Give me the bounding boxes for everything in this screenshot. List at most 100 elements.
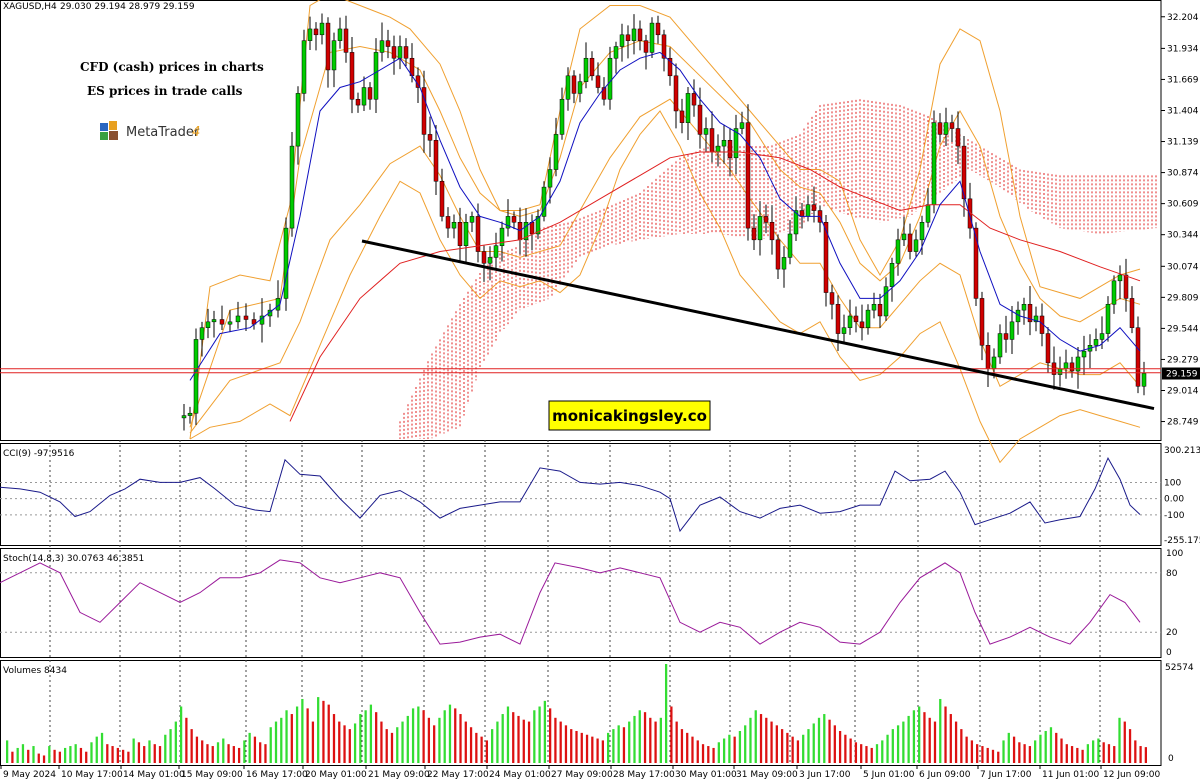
volume-bar: [148, 740, 151, 763]
volume-bar: [754, 710, 757, 763]
volume-bar: [153, 744, 156, 763]
volume-bar: [438, 717, 441, 763]
candle-bear: [589, 57, 595, 77]
volume-bar: [986, 747, 989, 763]
volume-bar: [585, 734, 589, 763]
candle-bear: [343, 28, 349, 53]
volume-bar: [491, 729, 494, 763]
candle-bull: [493, 245, 499, 258]
candle-bull: [1033, 315, 1039, 323]
candle-bear: [1003, 333, 1009, 340]
volume-bar: [944, 706, 947, 763]
volume-bar: [422, 710, 425, 763]
x-tick-label: 12 Jun 09:00: [1103, 770, 1160, 780]
volume-bar: [90, 742, 93, 763]
volume-bar: [701, 744, 705, 763]
volume-bar: [95, 736, 98, 763]
volume-bar: [923, 712, 926, 763]
volume-bar: [1144, 747, 1147, 763]
candle-bear: [823, 222, 829, 293]
x-tick-label: 16 May 17:00: [246, 770, 308, 780]
volume-bar: [201, 740, 204, 763]
volume-bar: [686, 732, 689, 763]
x-tick-label: 10 May 17:00: [61, 770, 123, 780]
volume-bar: [74, 744, 77, 763]
volume-bar: [575, 730, 578, 763]
volume-bar: [770, 721, 773, 763]
volume-bar: [443, 710, 446, 763]
volume-bar: [1076, 747, 1079, 763]
candle-bull: [361, 87, 367, 106]
candle-bear: [973, 227, 979, 299]
stoch-tick-label: 20: [1166, 628, 1178, 638]
candle-bear: [325, 22, 331, 71]
metatrader-logo-icon: [100, 121, 118, 140]
candle-bull: [1063, 362, 1069, 369]
candle-bear: [955, 128, 961, 147]
x-tick-label: 24 May 01:00: [489, 770, 551, 780]
volume-bar: [485, 740, 489, 763]
watermark-box: monicakingsley.co: [548, 400, 711, 431]
candle-bull: [1141, 373, 1147, 387]
volume-bar: [860, 744, 863, 763]
x-tick-label: 5 Jun 01:00: [863, 770, 915, 780]
candle-bear: [769, 222, 775, 241]
candle-bull: [733, 128, 739, 159]
volume-panel[interactable]: [6, 664, 1147, 763]
candle-bull: [1057, 368, 1063, 375]
volume-bar: [1023, 744, 1026, 763]
candle-bear: [697, 104, 703, 135]
volume-bar: [1097, 738, 1100, 763]
volume-bar: [833, 725, 836, 763]
cci-panel[interactable]: [0, 456, 1161, 533]
candle-bull: [805, 204, 811, 217]
candle-bull: [943, 122, 949, 135]
volume-bar: [949, 714, 952, 763]
volume-bar: [601, 740, 604, 763]
candle-bull: [715, 145, 721, 153]
volume-bar: [517, 715, 520, 763]
candle-bull: [289, 145, 295, 229]
volume-bar: [881, 740, 884, 763]
volume-bar: [433, 725, 436, 763]
stoch-panel[interactable]: [0, 559, 1161, 645]
volume-bar: [649, 717, 652, 763]
volume-bar: [538, 706, 541, 763]
volume-bar: [1123, 721, 1126, 763]
watermark-text: monicakingsley.co: [552, 407, 707, 425]
volume-bar: [116, 747, 119, 763]
note-cfd-prices: CFD (cash) prices in charts: [80, 60, 264, 74]
volume-bar: [659, 717, 662, 763]
price-tick-label: 31.139: [1167, 138, 1199, 148]
volume-bar: [1134, 740, 1137, 763]
price-tick-label: 30.344: [1167, 231, 1199, 241]
candle-bear: [799, 210, 805, 217]
volume-bar: [206, 744, 209, 763]
candle-bull: [451, 222, 457, 229]
volume-bar: [965, 736, 968, 763]
price-tick-label: 29.014: [1167, 386, 1199, 396]
candle-bull: [649, 22, 655, 53]
volume-bar: [248, 732, 251, 763]
envelope-upper-inner: [189, 40, 1141, 428]
candle-bear: [643, 40, 649, 53]
x-tick-label: 28 May 17:00: [613, 770, 675, 780]
volume-bar: [396, 727, 399, 763]
volume-bar: [643, 712, 647, 763]
candle-bear: [667, 57, 673, 77]
volume-bar: [85, 751, 88, 763]
candle-bull: [883, 286, 889, 317]
volume-bar: [802, 734, 805, 763]
candle-bull: [1093, 339, 1099, 346]
volume-bar: [174, 721, 177, 763]
volume-bar: [132, 738, 135, 763]
volume-bar: [390, 732, 394, 763]
volume-bar: [527, 721, 531, 763]
candle-bear: [243, 315, 249, 320]
candle-bull: [913, 239, 919, 252]
x-tick-label: 21 May 09:00: [368, 770, 430, 780]
x-tick-label: 7 Jun 17:00: [980, 770, 1032, 780]
price-panel[interactable]: [0, 0, 1161, 464]
volume-bar: [506, 706, 510, 763]
